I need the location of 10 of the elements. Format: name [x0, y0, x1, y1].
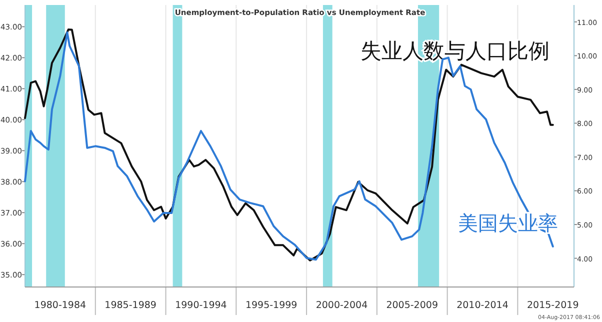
x-tick-label: 2015-2019: [526, 300, 579, 311]
x-tick-label: 1985-1989: [104, 300, 156, 311]
x-tick-label: 2000-2004: [316, 300, 368, 311]
x-tick-label: 1990-1994: [175, 300, 227, 311]
series-label: 失业人数与人口比例: [360, 39, 550, 63]
x-tick-label: 1995-1999: [245, 300, 298, 311]
x-tick-label: 1980-1984: [34, 300, 86, 311]
x-tick-label: 2005-2009: [386, 300, 438, 311]
x-tick-label: 2010-2014: [456, 300, 508, 311]
series-label: 美国失业率: [458, 211, 558, 235]
